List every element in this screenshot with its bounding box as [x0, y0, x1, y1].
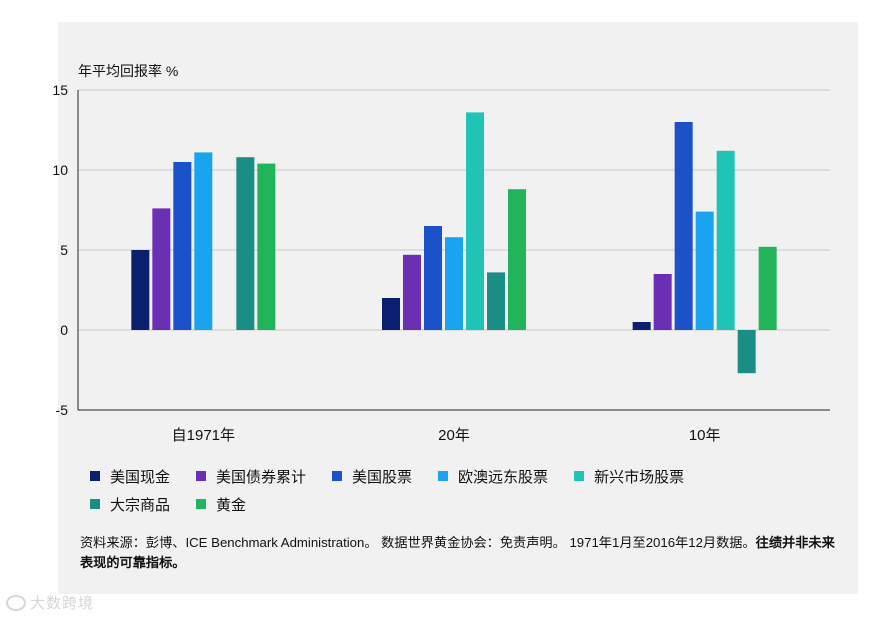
legend-label: 新兴市场股票 — [594, 468, 685, 486]
bar-1-4 — [194, 152, 213, 330]
y-tick-label: 10 — [52, 162, 68, 178]
source-note: 资料来源：彭博、ICE Benchmark Administration。 数据… — [80, 533, 840, 573]
bar-3-7 — [758, 246, 777, 330]
source-text: 资料来源：彭博、ICE Benchmark Administration。 数据… — [80, 535, 756, 550]
legend-item: 欧澳远东股票 — [438, 466, 548, 487]
legend-item: 美国股票 — [332, 466, 412, 487]
y-tick-label: 5 — [60, 242, 68, 258]
bar-1-6 — [236, 157, 255, 330]
x-tick-label: 10年 — [689, 427, 721, 444]
bar-2-3 — [424, 226, 442, 330]
legend-item: 美国现金 — [90, 466, 170, 487]
bar-2-4 — [445, 237, 463, 330]
legend-item: 大宗商品 — [90, 494, 170, 515]
x-tick-label: 20年 — [438, 427, 470, 444]
y-axis-label: 年平均回报率 % — [78, 63, 178, 79]
legend-row: 美国现金 美国债券累计 美国股票 欧澳远东股票 新兴市场股票 — [90, 462, 810, 490]
legend-item: 新兴市场股票 — [574, 466, 684, 487]
legend-label: 美国股票 — [352, 468, 413, 486]
bar-1-3 — [173, 162, 192, 330]
legend-swatch — [196, 499, 207, 509]
y-tick-label: -5 — [56, 402, 69, 418]
legend-swatch — [332, 471, 343, 481]
watermark: 大数跨境 — [6, 592, 94, 613]
bar-3-5 — [716, 150, 735, 330]
bar-1-7 — [257, 163, 276, 330]
legend-swatch — [196, 471, 207, 481]
legend-swatch — [574, 471, 585, 481]
legend-label: 欧澳远东股票 — [458, 468, 549, 486]
bar-1-1 — [131, 250, 150, 330]
source-disclaimer: 往绩并非未来表现的可靠指标。 — [80, 535, 835, 570]
legend-label: 黄金 — [216, 496, 247, 514]
legend-item: 黄金 — [196, 494, 246, 515]
legend-row: 大宗商品 黄金 — [90, 490, 810, 518]
legend-label: 大宗商品 — [110, 496, 171, 514]
bar-3-4 — [695, 211, 714, 330]
watermark-logo-icon — [6, 594, 26, 611]
bar-2-7 — [508, 189, 526, 330]
legend-swatch — [90, 499, 100, 509]
bar-3-1 — [632, 322, 651, 330]
bar-3-3 — [674, 122, 693, 330]
bar-1-2 — [152, 208, 171, 330]
watermark-text: 大数跨境 — [30, 595, 95, 612]
legend-label: 美国现金 — [110, 468, 171, 486]
x-tick-label: 自1971年 — [172, 427, 235, 444]
bar-2-1 — [382, 298, 400, 330]
y-tick-label: 15 — [52, 82, 68, 98]
bar-chart: 15 10 5 0 -5 年平均回报率 % 自1971年 20年 10年 — [52, 63, 830, 444]
legend-swatch — [438, 471, 449, 481]
bar-2-2 — [403, 254, 421, 330]
bar-2-6 — [487, 272, 505, 330]
legend-item: 美国债券累计 — [196, 466, 306, 487]
y-tick-label: 0 — [60, 322, 68, 338]
bar-2-5 — [466, 112, 484, 331]
legend-swatch — [90, 471, 100, 481]
bar-3-6 — [737, 330, 756, 374]
bar-3-2 — [653, 274, 672, 330]
legend-label: 美国债券累计 — [216, 468, 307, 486]
legend: 美国现金 美国债券累计 美国股票 欧澳远东股票 新兴市场股票大宗商品 黄金 — [90, 462, 810, 518]
